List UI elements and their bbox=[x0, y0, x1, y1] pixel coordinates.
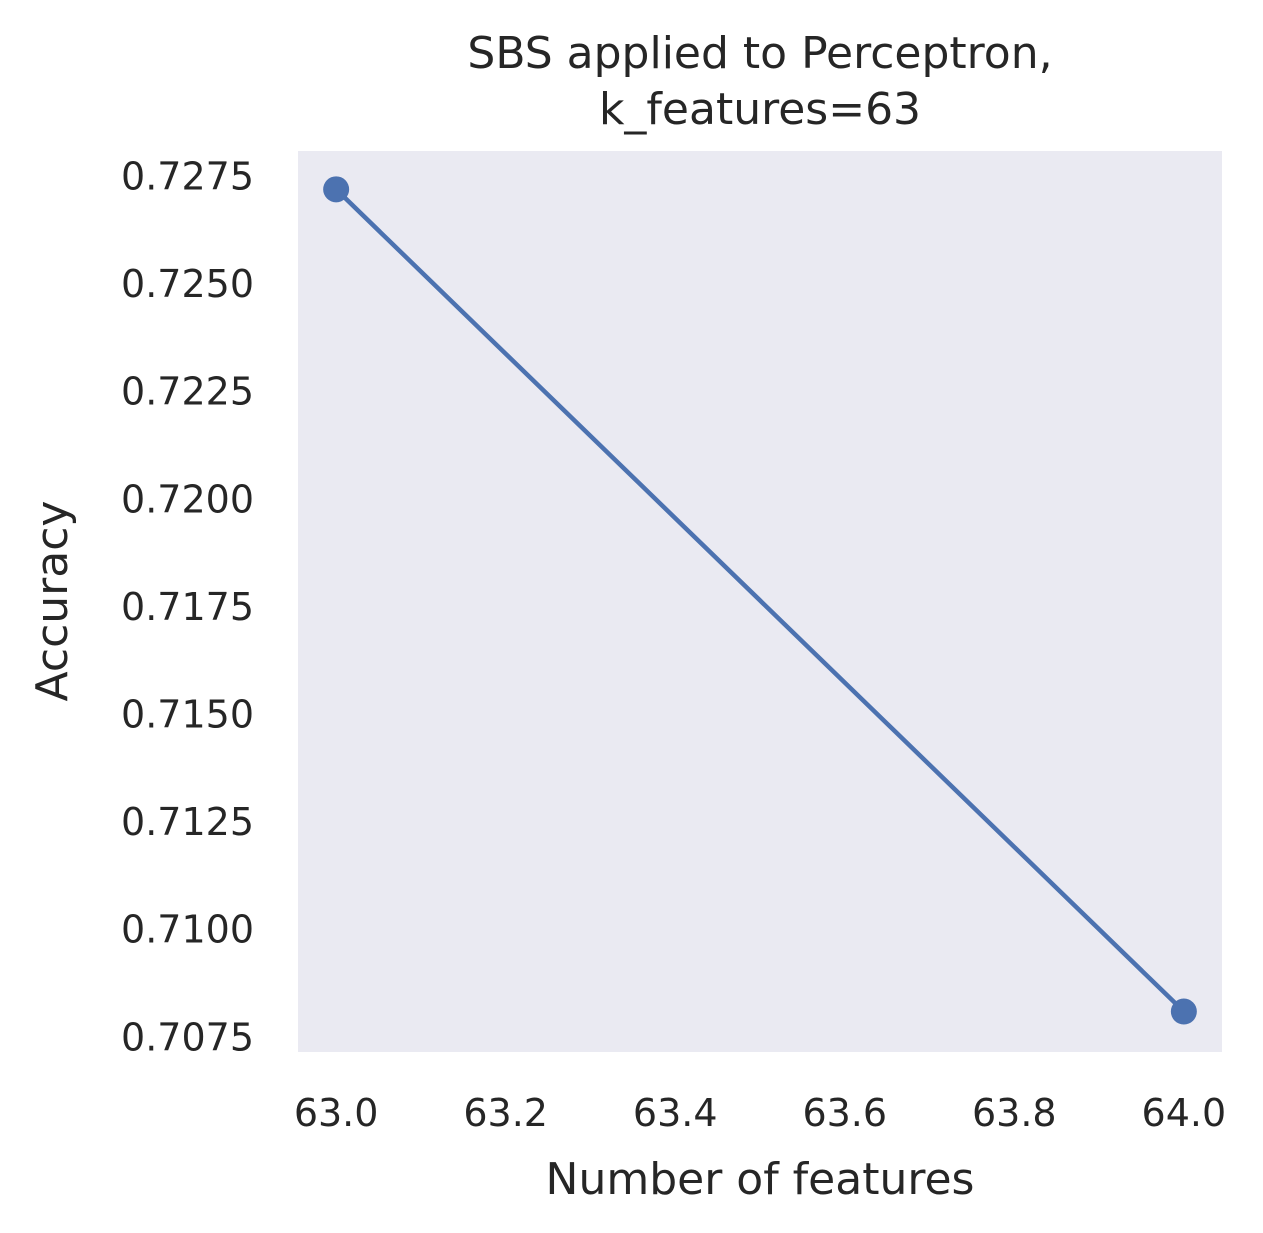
y-tick-label: 0.7175 bbox=[121, 585, 254, 629]
y-axis-ticks: 0.7075 0.7100 0.7125 0.7150 0.7175 0.7200 0.72… bbox=[121, 154, 254, 1059]
x-tick-label: 63.6 bbox=[802, 1091, 887, 1135]
y-tick-label: 0.7125 bbox=[121, 800, 254, 844]
x-axis-label: Number of features bbox=[546, 1154, 975, 1205]
series-layer bbox=[323, 176, 1197, 1025]
y-axis-label: Accuracy bbox=[27, 501, 78, 702]
y-tick-label: 0.7150 bbox=[121, 693, 254, 737]
y-tick-label: 0.7075 bbox=[121, 1015, 254, 1059]
chart-title-line-2: k_features=63 bbox=[599, 84, 921, 135]
y-tick-label: 0.7250 bbox=[121, 262, 254, 306]
x-axis-ticks: 63.0 63.2 63.4 63.6 63.8 64.0 bbox=[294, 1091, 1226, 1135]
x-tick-label: 63.0 bbox=[294, 1091, 379, 1135]
y-tick-label: 0.7225 bbox=[121, 370, 254, 414]
x-tick-label: 63.2 bbox=[463, 1091, 548, 1135]
data-point bbox=[323, 176, 350, 203]
x-tick-label: 63.4 bbox=[633, 1091, 718, 1135]
y-tick-label: 0.7200 bbox=[121, 477, 254, 521]
series-line bbox=[333, 187, 1187, 1014]
y-tick-label: 0.7275 bbox=[121, 154, 254, 198]
data-point bbox=[1170, 998, 1197, 1025]
x-tick-label: 63.8 bbox=[972, 1091, 1057, 1135]
y-tick-label: 0.7100 bbox=[121, 908, 254, 952]
x-tick-label: 64.0 bbox=[1142, 1091, 1227, 1135]
chart-title-line-1: SBS applied to Perceptron, bbox=[467, 28, 1052, 79]
